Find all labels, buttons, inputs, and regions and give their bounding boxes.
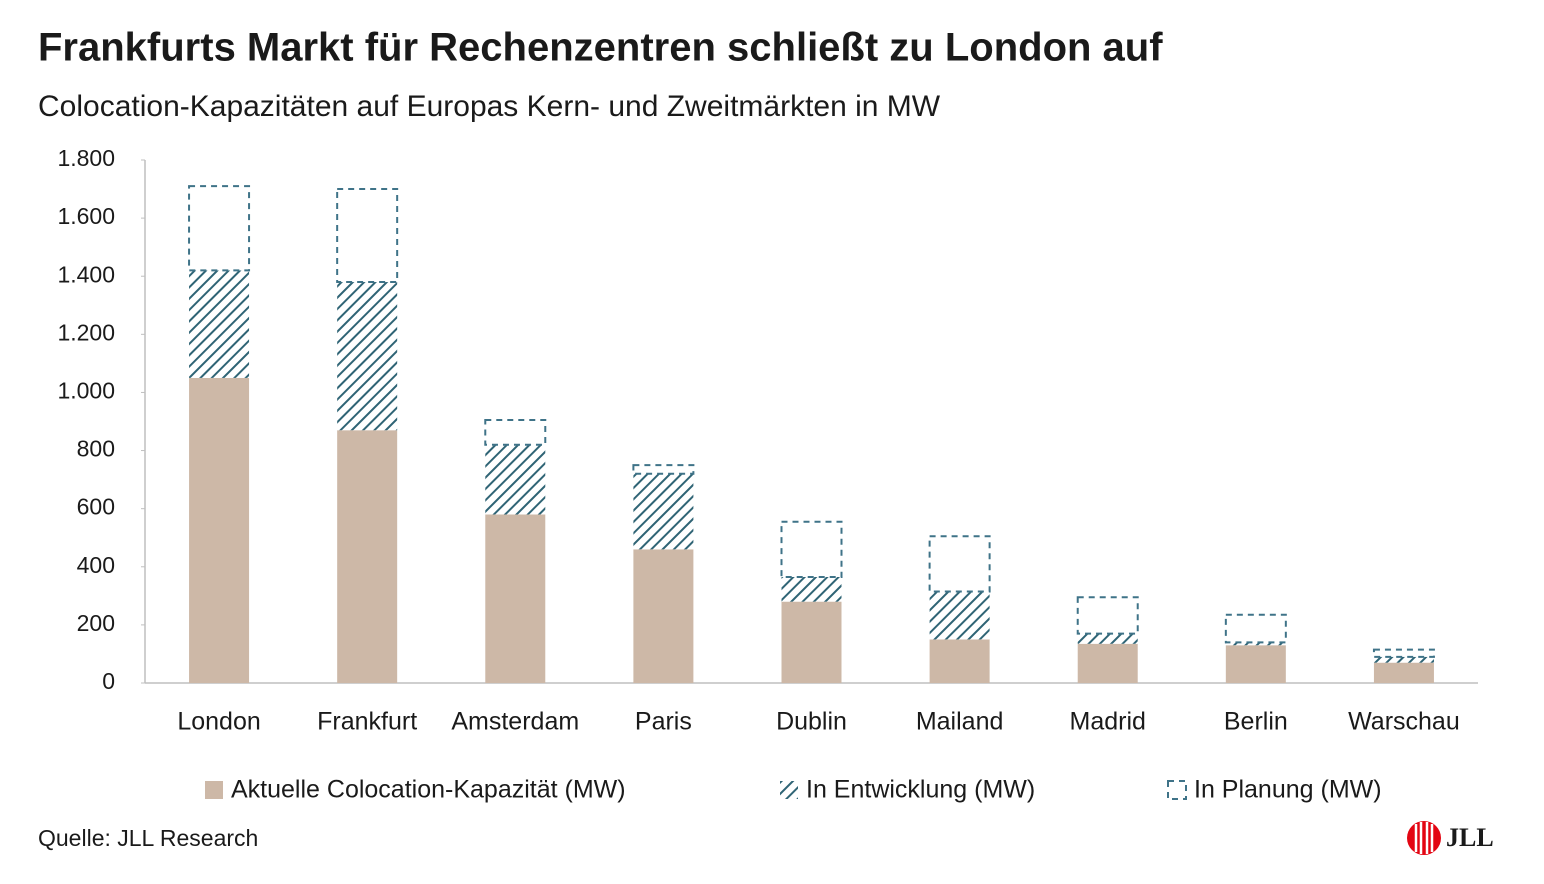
- y-tick-label: 0: [102, 668, 115, 694]
- x-tick-label: Frankfurt: [317, 708, 417, 736]
- bar-segment: [1225, 642, 1286, 646]
- legend-swatch: [1167, 780, 1187, 800]
- y-tick-label: 1.800: [57, 145, 115, 171]
- bar-segment: [1373, 656, 1434, 663]
- source: Quelle: JLL Research: [38, 825, 258, 851]
- bar-segment: [189, 377, 250, 683]
- bar-segment: [1076, 596, 1139, 635]
- bar-segment: [1077, 633, 1138, 644]
- legend-swatch: [780, 781, 798, 799]
- chart-title: Frankfurts Markt für Rechenzentren schli…: [38, 26, 1163, 70]
- logo-text: JLL: [1446, 823, 1494, 852]
- bar-segment: [1373, 662, 1434, 683]
- bar-segment: [781, 601, 842, 683]
- bar-segment: [1077, 643, 1138, 683]
- x-tick-label: Mailand: [916, 708, 1004, 736]
- legend-label: In Entwicklung (MW): [806, 776, 1035, 804]
- x-tick-label: Madrid: [1070, 708, 1146, 736]
- bar-segment: [633, 549, 694, 683]
- x-tick-label: London: [177, 708, 260, 736]
- y-tick-label: 1.400: [57, 261, 115, 287]
- y-tick-label: 400: [77, 552, 115, 578]
- bar-segment: [337, 430, 398, 683]
- bar-segment: [632, 464, 695, 475]
- bar-segment: [188, 185, 251, 272]
- bar-segment: [781, 576, 842, 602]
- bar-segment: [1225, 645, 1286, 683]
- bar-segment: [337, 282, 398, 431]
- bar-segment: [485, 514, 546, 683]
- legend-swatch: [205, 781, 223, 799]
- bar-segment: [633, 473, 694, 550]
- chart-subtitle: Colocation-Kapazitäten auf Europas Kern-…: [38, 90, 941, 123]
- legend-label: In Planung (MW): [1194, 776, 1382, 804]
- y-tick-label: 200: [77, 610, 115, 636]
- y-tick-label: 1.600: [57, 203, 115, 229]
- y-tick-label: 800: [77, 436, 115, 462]
- x-tick-label: Dublin: [776, 708, 847, 736]
- x-tick-label: Warschau: [1348, 708, 1460, 736]
- legend-label: Aktuelle Colocation-Kapazität (MW): [231, 776, 626, 804]
- logo: JLL: [1407, 821, 1494, 855]
- x-tick-label: Berlin: [1224, 708, 1288, 736]
- y-tick-label: 1.000: [57, 378, 115, 404]
- bar-segment: [336, 188, 399, 284]
- bar-segment: [928, 535, 991, 593]
- y-tick-label: 1.200: [57, 319, 115, 345]
- x-tick-label: Paris: [635, 708, 692, 736]
- y-tick-label: 600: [77, 494, 115, 520]
- bar-segment: [780, 520, 843, 578]
- bar-segment: [929, 639, 990, 683]
- bar-segment: [484, 419, 547, 446]
- bar-segment: [929, 591, 990, 640]
- bar-segment: [485, 444, 546, 515]
- x-tick-label: Amsterdam: [451, 708, 579, 736]
- bar-segment: [1224, 613, 1287, 644]
- bar-segment: [189, 270, 250, 378]
- bar-segment: [1372, 648, 1435, 658]
